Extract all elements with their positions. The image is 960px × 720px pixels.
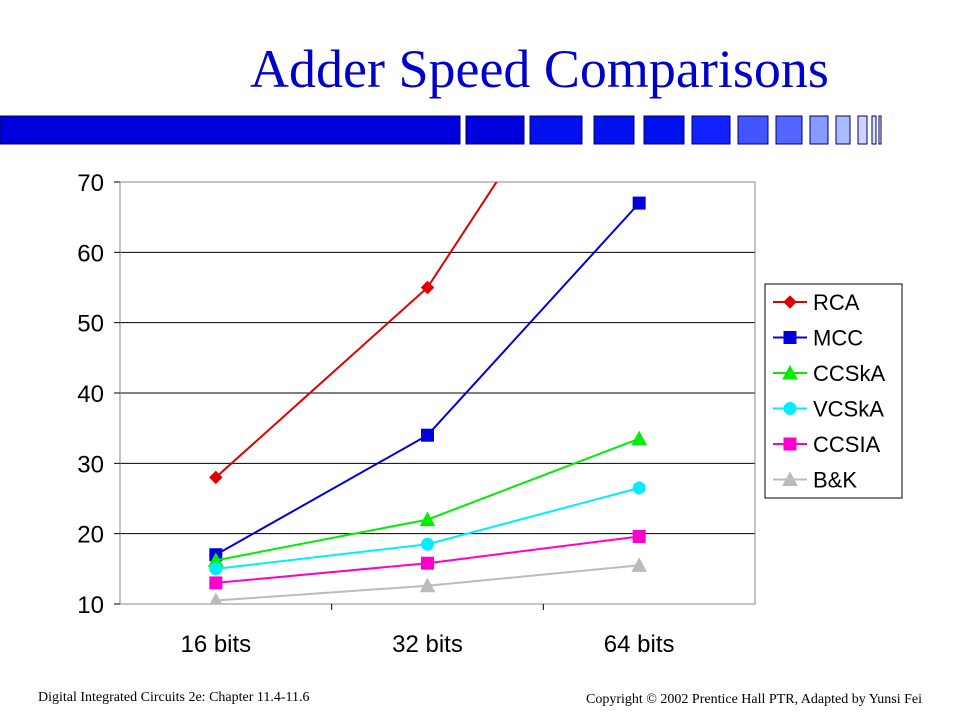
series-line-vcska (215, 486, 640, 570)
data-point (632, 481, 646, 495)
data-point (209, 592, 223, 604)
tick-labels: 10 20 30 40 50 60 70 16 bits 32 bits 64 bits (77, 170, 674, 658)
legend-entry: VCSkA (813, 397, 884, 422)
legend-entry: B&K (813, 468, 857, 493)
legend-marker (782, 364, 798, 380)
x-tick-label: 32 bits (392, 631, 463, 658)
y-tick-label: 70 (77, 170, 104, 197)
x-tick-label: 64 bits (604, 631, 675, 658)
y-tick-label: 40 (77, 381, 104, 408)
y-tick-label: 10 (77, 592, 104, 619)
series-layer (207, 182, 648, 604)
footer-chapter: Digital Integrated Circuits 2e: Chapter … (38, 690, 310, 705)
legend-marker (783, 402, 797, 415)
data-point (419, 511, 436, 527)
data-point (209, 576, 223, 590)
title-bar-decoration (0, 115, 882, 145)
data-point (632, 196, 646, 210)
y-tick-label: 50 (77, 311, 104, 338)
data-point (420, 280, 435, 295)
data-point (209, 470, 223, 485)
footer-copyright: Copyright © 2002 Prentice Hall PTR, Adap… (586, 692, 922, 707)
series-line-mcc (215, 202, 640, 556)
series-line-rca (215, 182, 498, 479)
data-point (631, 557, 648, 572)
legend-marker (783, 437, 797, 451)
legend-box (764, 283, 903, 499)
y-tick-label: 60 (77, 240, 104, 267)
y-tick-label: 20 (77, 522, 104, 549)
data-point (421, 556, 434, 570)
legend-entry: CCSIA (813, 432, 881, 457)
legend-entry: MCC (813, 326, 863, 351)
x-tick-label: 16 bits (180, 631, 251, 658)
legend-entry: CCSkA (813, 361, 885, 386)
legend: RCA MCC CCSkA VCSkA CCSIA B&K (764, 283, 903, 499)
legend-marker (783, 331, 797, 344)
data-point (419, 577, 436, 593)
legend-marker (782, 471, 798, 486)
legend-entry: RCA (813, 290, 860, 315)
y-tick-label: 30 (77, 451, 104, 478)
data-point (421, 428, 434, 442)
data-point (631, 430, 648, 446)
slide-title: Adder Speed Comparisons (250, 39, 829, 99)
data-point (632, 529, 646, 543)
data-point (209, 562, 223, 576)
data-point (421, 537, 434, 551)
axes (114, 181, 544, 610)
legend-marker (783, 295, 797, 309)
